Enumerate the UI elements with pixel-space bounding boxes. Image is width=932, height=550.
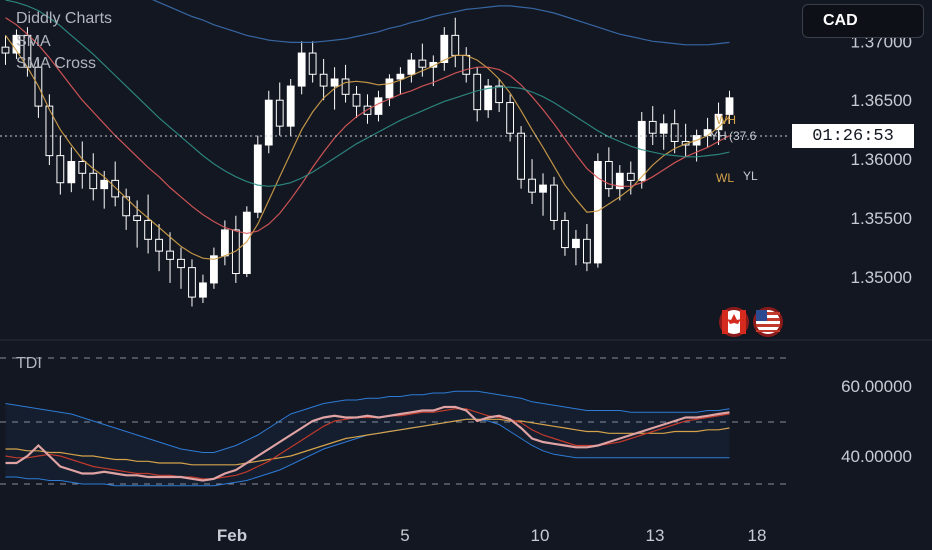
candle [297,41,306,95]
sma-line [152,0,730,46]
time-axis[interactable]: Feb 5 10 13 18 [217,526,767,545]
time-tick-label: 18 [748,526,767,545]
candle [1,35,10,65]
candle [561,212,569,256]
candle [286,78,295,136]
candle [210,247,218,289]
candle [604,147,613,197]
candle [264,90,273,154]
tdi-line [5,390,730,453]
candle [550,176,558,230]
wl-label: WL [716,171,734,185]
time-tick-label: Feb [217,526,247,545]
time-tick-label: 13 [646,526,665,545]
candle [144,194,152,254]
sma-legend[interactable]: SMA [16,33,51,50]
tdi-tick-label: 40.00000 [841,447,912,466]
time-tick-label: 10 [531,526,550,545]
price-tick-label: 1.36500 [851,91,912,110]
candle [484,78,493,118]
tdi-legend[interactable]: TDI [16,355,42,372]
tdi-lines [5,390,730,487]
candle [659,114,668,150]
yh-value-label: (37.6 [729,129,757,143]
yh-label: YH [710,129,727,143]
candle [199,274,207,303]
tdi-line [5,418,730,466]
candle [572,229,580,266]
candle [506,94,515,142]
candle [648,106,657,146]
candle [517,126,525,189]
candle [78,141,87,189]
tdi-tick-label: 60.00000 [841,377,912,396]
sma-cross-legend[interactable]: SMA Cross [16,55,97,72]
sma-line [5,0,730,187]
candle [12,29,21,59]
tdi-band-fill [5,391,730,486]
candle [539,173,547,216]
price-tick-label: 1.35000 [851,268,912,287]
candle [385,74,394,107]
candle [681,123,690,157]
candle [122,188,131,230]
candle [670,109,679,154]
candle [440,27,449,71]
candle [462,47,471,83]
chart-title: Diddly Charts [16,10,113,27]
candle [275,82,284,136]
wh-label: WH [716,113,736,127]
candle [253,135,262,219]
candle [111,161,120,207]
ca-flag-icon[interactable] [719,307,749,337]
price-tick-label: 1.36000 [851,150,912,169]
candle [714,102,723,146]
candle [341,64,350,103]
candle [45,94,54,166]
tdi-axis[interactable]: 60.00000 40.00000 [841,377,912,466]
sma-line [5,17,730,235]
candle [67,147,76,193]
candle [133,200,142,248]
candlestick-series [1,17,734,307]
candle [615,165,624,201]
candle [473,67,482,122]
price-tick-label: 1.35500 [851,209,912,228]
candle [352,86,361,118]
candle [188,259,196,307]
candle [495,78,504,112]
candle [626,161,635,195]
candle [319,58,328,101]
candle [166,232,174,283]
candle [725,90,734,124]
sma-line [5,35,730,261]
time-tick-label: 5 [400,526,409,545]
tdi-line [5,408,730,480]
candle [155,224,163,272]
candle [528,159,536,204]
candle [56,135,65,195]
us-flag-icon[interactable] [753,307,783,337]
candle [374,90,383,122]
currency-badge[interactable]: CAD [802,4,924,38]
candle [407,53,416,83]
candle [583,224,591,272]
tdi-line [5,405,730,482]
candle [89,153,98,201]
countdown-label: 01:26:53 [792,124,914,148]
candle [451,17,460,68]
candle [308,41,317,83]
yl-label: YL [743,169,758,183]
candle [177,247,185,289]
sma-lines [5,0,730,261]
